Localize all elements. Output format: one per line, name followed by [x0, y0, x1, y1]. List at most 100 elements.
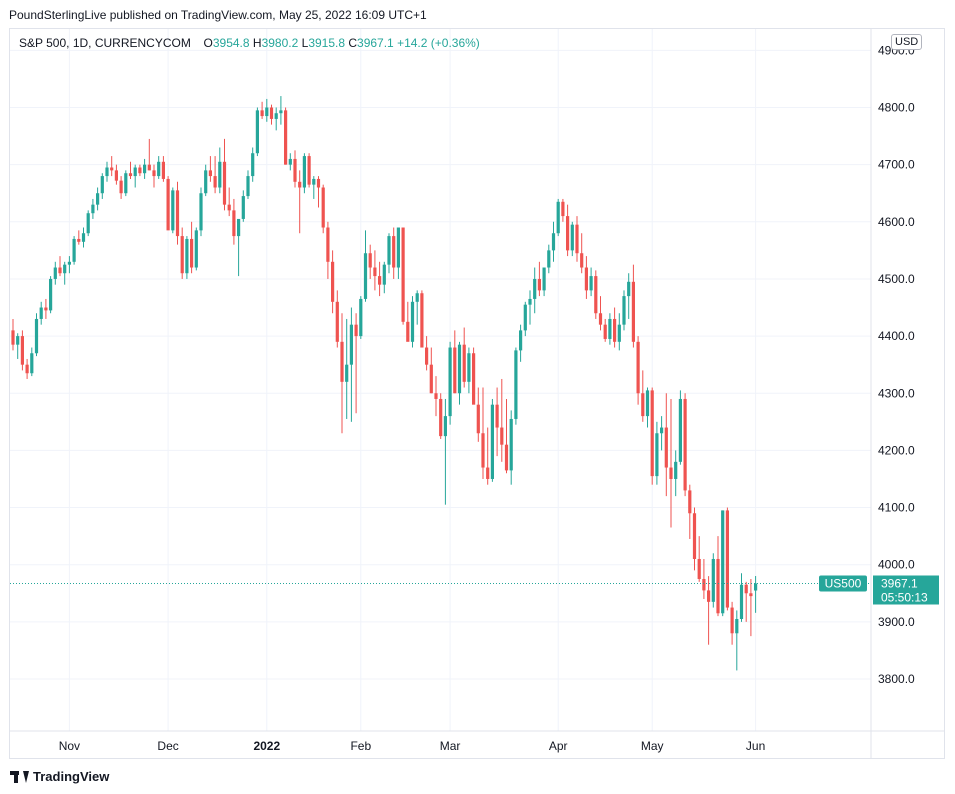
candle-body [143, 164, 147, 174]
candle-body [608, 318, 612, 339]
candle-body [157, 161, 161, 177]
candle-body [114, 170, 118, 181]
x-tick-label: Apr [549, 739, 568, 753]
candle-body [368, 253, 372, 268]
candle-body [387, 236, 391, 265]
candle-body [185, 238, 189, 274]
candle-body [96, 193, 100, 205]
candle-body [645, 390, 650, 417]
candle-body [551, 233, 556, 251]
symbol-label[interactable]: S&P 500, 1D, CURRENCYCOM [19, 36, 191, 50]
candle-body [547, 250, 551, 268]
candle-body [749, 593, 753, 597]
candle-body [702, 578, 706, 591]
candle-body [307, 156, 311, 185]
candle-body [504, 444, 509, 471]
candle-body [754, 583, 758, 591]
symbol-price-tag[interactable] [819, 575, 867, 592]
candle-body [340, 341, 344, 382]
candle-body [279, 110, 283, 114]
candle-body [316, 178, 321, 188]
candle-body [194, 230, 198, 268]
open-value: 3954.8 [212, 36, 250, 50]
candle-body [410, 301, 415, 342]
candle-body [617, 324, 621, 342]
y-tick-label: 3900.0 [878, 615, 915, 629]
candle-body [486, 467, 490, 479]
y-tick-label: 4000.0 [878, 558, 915, 572]
candle-body [401, 227, 405, 322]
candle-body [49, 278, 53, 311]
candle-body [472, 353, 476, 405]
candle-body [232, 210, 236, 237]
candle-body [199, 193, 203, 231]
candle-body [462, 344, 466, 382]
low-label: L [301, 36, 309, 50]
published-caption: PoundSterlingLive published on TradingVi… [9, 8, 427, 22]
brand-label: TradingView [33, 769, 110, 784]
last-price-label: 3967.1 [881, 577, 918, 591]
candle-body [439, 398, 443, 437]
candle-body [598, 313, 603, 325]
candle-body [175, 190, 180, 237]
y-tick-label: 4200.0 [878, 443, 915, 457]
candle-body [570, 224, 574, 251]
candle-body [697, 558, 701, 579]
candle-body [406, 321, 410, 342]
candle-body [246, 176, 250, 197]
y-tick-label: 4600.0 [878, 215, 915, 229]
candle-body [688, 490, 692, 514]
candle-body [500, 427, 504, 445]
candle-body [589, 276, 593, 291]
candle-body [302, 156, 306, 188]
candle-body [284, 110, 288, 165]
currency-button[interactable]: USD [891, 34, 923, 50]
bar-countdown-label: 05:50:13 [881, 591, 928, 605]
candle-body [58, 267, 62, 274]
candle-body [678, 398, 682, 462]
candle-body [392, 236, 396, 268]
candle-body [77, 238, 81, 242]
change-value: +14.2 (+0.36%) [397, 36, 480, 50]
candle-body [331, 261, 335, 302]
candle-body [180, 236, 184, 274]
candle-body [20, 336, 24, 365]
candle-body [91, 204, 95, 214]
candle-body [124, 173, 128, 194]
x-tick-label: 2022 [253, 739, 280, 753]
candle-body [396, 227, 400, 268]
candle-body [44, 307, 48, 311]
candle-body [495, 404, 499, 428]
y-tick-label: 4700.0 [878, 158, 915, 172]
candle-body [133, 167, 137, 177]
candle-body [251, 153, 255, 177]
price-axis-tag[interactable] [873, 575, 939, 605]
candle-body [359, 298, 363, 337]
candle-body [735, 618, 739, 634]
candle-body [25, 364, 29, 374]
candle-body [39, 307, 43, 319]
candle-body [152, 170, 156, 177]
candle-body [227, 204, 231, 211]
candle-body [171, 190, 175, 231]
candle-body [655, 433, 659, 477]
tradingview-logo-icon [10, 770, 29, 783]
candle-body [204, 170, 208, 194]
candle-body [584, 267, 588, 291]
y-tick-label: 4100.0 [878, 501, 915, 515]
candle-body [269, 107, 274, 119]
tradingview-brand[interactable]: TradingView [10, 769, 109, 784]
candle-body [575, 224, 579, 254]
candle-body [533, 278, 537, 299]
candle-body [594, 276, 598, 314]
chart-frame [9, 28, 945, 759]
candle-body [580, 253, 584, 268]
candle-body [627, 281, 631, 297]
candle-body [725, 510, 729, 608]
candle-body [298, 181, 302, 188]
candle-body [128, 173, 133, 177]
candle-body [110, 167, 114, 171]
candle-body [255, 110, 259, 154]
candle-body [237, 218, 241, 237]
